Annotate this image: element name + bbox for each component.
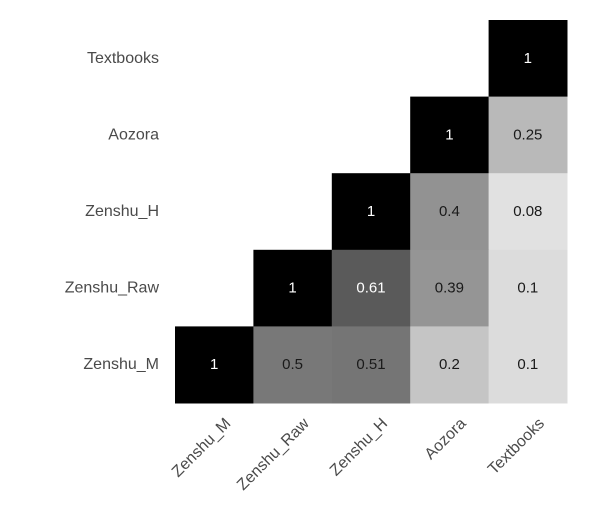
y-tick-label-textbooks: Textbooks [87, 50, 159, 67]
heatmap-cell-textbooks-textbooks [488, 20, 568, 98]
heatmap-cell-value-label: 0.25 [513, 126, 542, 143]
heatmap-cell-value-label: 0.51 [356, 356, 385, 373]
y-tick-label-zenshu-h: Zenshu_H [85, 203, 159, 220]
heatmap-cell-zenshu-m-zenshu-m [175, 326, 254, 404]
heatmap-cell-value-label: 0.5 [282, 356, 303, 373]
heatmap-cell-zenshu-raw-zenshu-h [331, 249, 411, 327]
heatmap-cell-value-label: 1 [288, 280, 296, 297]
x-tick-label-zenshu-h: Zenshu_H [327, 415, 391, 479]
heatmap-cell-value-label: 0.1 [517, 356, 538, 373]
heatmap-cell-aozora-textbooks [488, 96, 568, 174]
heatmap-cell-zenshu-h-aozora [410, 173, 490, 251]
heatmap-cell-zenshu-m-zenshu-h [331, 326, 411, 404]
heatmap-cell-zenshu-m-aozora [410, 326, 490, 404]
heatmap-cell-value-label: 1 [210, 356, 218, 373]
heatmap-cell-value-label: 1 [367, 203, 375, 220]
y-tick-label-aozora: Aozora [108, 126, 159, 143]
heatmap-cell-aozora-aozora [410, 96, 490, 174]
heatmap-cell-zenshu-h-textbooks [488, 173, 568, 251]
heatmap-cell-value-label: 1 [445, 126, 453, 143]
x-tick-label-aozora: Aozora [422, 415, 470, 463]
x-tick-label-textbooks: Textbooks [485, 415, 548, 478]
heatmap-cell-value-label: 0.1 [517, 280, 538, 297]
heatmap-cell-zenshu-raw-textbooks [488, 249, 568, 327]
heatmap-cell-zenshu-m-zenshu-raw [253, 326, 333, 404]
heatmap-cell-value-label: 0.2 [439, 356, 460, 373]
heatmap-cell-value-label: 0.4 [439, 203, 460, 220]
heatmap-cell-zenshu-m-textbooks [488, 326, 568, 404]
heatmap-cell-value-label: 0.61 [356, 280, 385, 297]
y-tick-label-zenshu-raw: Zenshu_Raw [65, 280, 160, 297]
heatmap-cell-zenshu-raw-aozora [410, 249, 490, 327]
y-axis-tick-labels: Textbooks Aozora Zenshu_H Zenshu_Raw Zenshu_… [65, 50, 160, 373]
heatmap-cells: 1 1 0.25 1 0.4 0.08 1 0.61 0.39 0.1 1 0.5 0.51 0.2 0.1 [175, 20, 568, 404]
heatmap-cell-zenshu-raw-zenshu-raw [253, 249, 333, 327]
heatmap-cell-value-label: 1 [524, 50, 532, 67]
x-axis-tick-labels: Zenshu_M Zenshu_Raw Zenshu_H Aozora Textbook… [169, 415, 548, 494]
heatmap-cell-value-label: 0.08 [513, 203, 542, 220]
x-tick-label-zenshu-m: Zenshu_M [169, 415, 234, 480]
y-tick-label-zenshu-m: Zenshu_M [83, 356, 159, 373]
x-tick-label-zenshu-raw: Zenshu_Raw [234, 415, 313, 494]
heatmap-cell-zenshu-h-zenshu-h [331, 173, 411, 251]
heatmap-cell-value-label: 0.39 [435, 280, 464, 297]
